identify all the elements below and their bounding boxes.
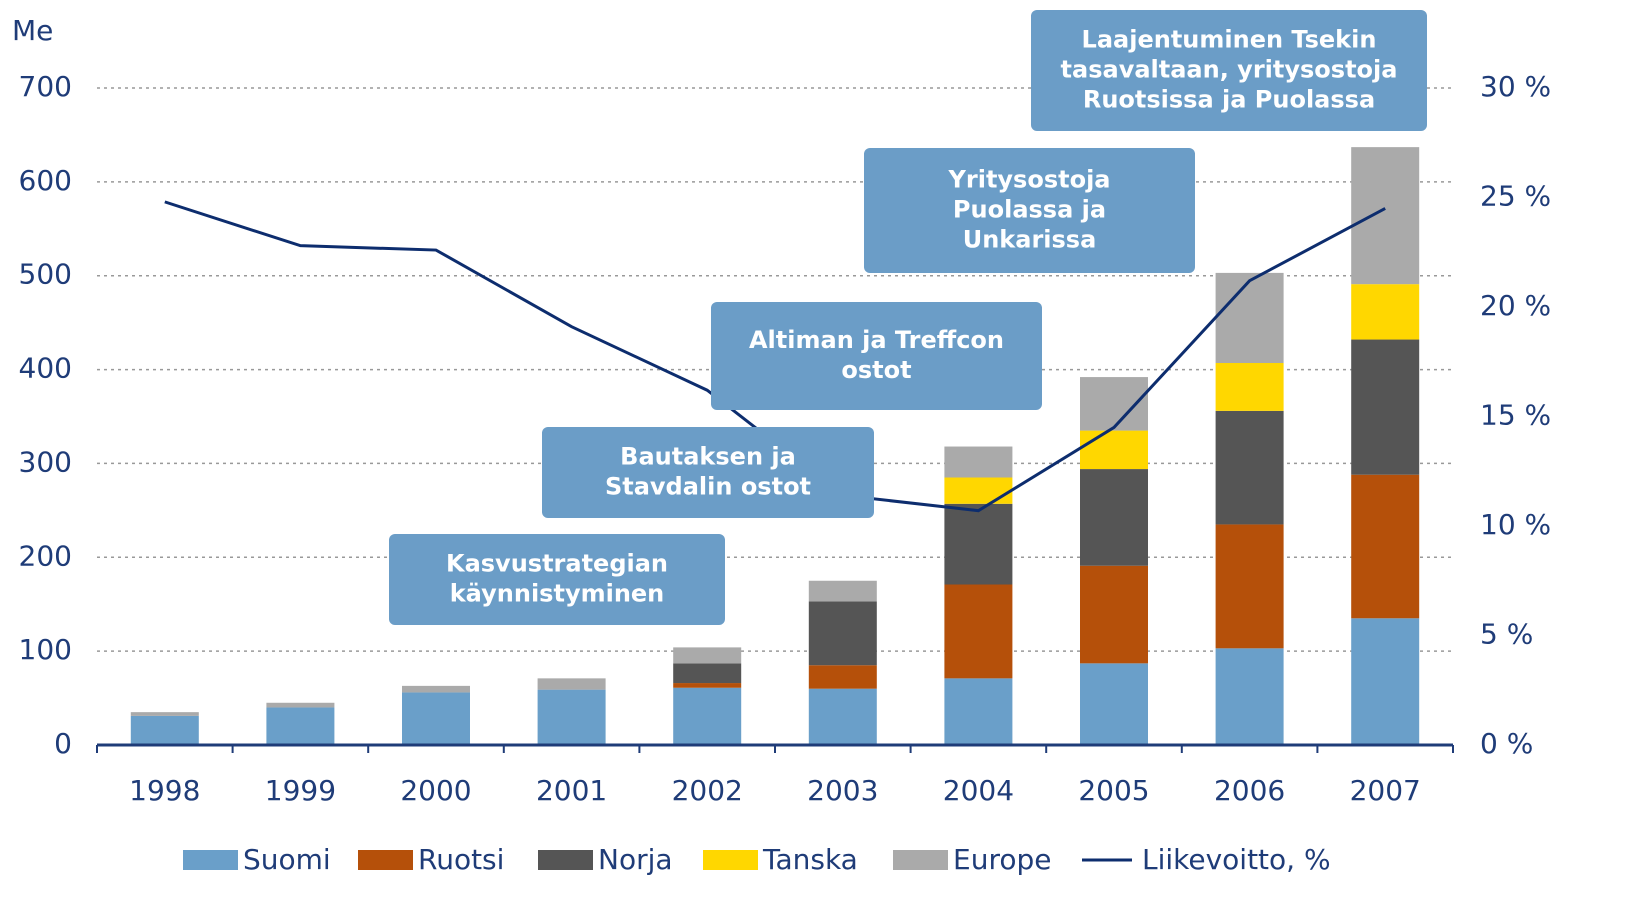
y-tick-label: 500 — [19, 258, 72, 291]
bar-segment — [266, 707, 335, 745]
bar-segment — [673, 683, 742, 688]
x-tick-label: 2002 — [672, 774, 743, 807]
bar-segment — [402, 692, 470, 745]
bar-segment — [1215, 524, 1284, 649]
annotation-text: Kasvustrategian — [446, 550, 668, 578]
bar-segment — [808, 688, 877, 745]
annotation-text: Yritysostoja — [948, 166, 1111, 194]
y2-tick-label: 15 % — [1480, 399, 1551, 432]
bar-segment — [402, 685, 470, 693]
bar-segment — [673, 663, 742, 684]
x-tick-label: 2005 — [1078, 774, 1149, 807]
x-tick-label: 2006 — [1214, 774, 1285, 807]
bar-segment — [673, 647, 742, 664]
bar-segment — [1080, 663, 1148, 745]
y2-tick-label: 0 % — [1480, 727, 1533, 760]
y-tick-label: 200 — [19, 539, 72, 572]
bar-segment — [266, 702, 335, 708]
x-tick-label: 1999 — [265, 774, 336, 807]
annotation-text: tasavaltaan, yritysostoja — [1061, 56, 1398, 84]
bar-segment — [944, 446, 1013, 478]
y-tick-label: 300 — [19, 445, 72, 478]
annotation-text: Puolassa ja — [953, 196, 1106, 224]
y-axis-label: Me — [12, 14, 53, 47]
bar-segment — [673, 687, 742, 745]
bar-segment — [1351, 147, 1420, 285]
bar-segment — [1351, 284, 1420, 340]
bar-segment — [944, 584, 1013, 679]
y2-tick-label: 10 % — [1480, 508, 1551, 541]
legend-swatch — [893, 850, 948, 870]
bar-segment — [1080, 469, 1148, 566]
bar-segment — [537, 678, 606, 690]
annotation-text: käynnistyminen — [450, 580, 665, 608]
y2-tick-label: 20 % — [1480, 289, 1551, 322]
bar-segment — [1351, 339, 1420, 475]
x-tick-label: 2007 — [1350, 774, 1421, 807]
bar-segment — [808, 665, 877, 689]
legend-swatch — [538, 850, 593, 870]
bar-segment — [1080, 565, 1148, 664]
annotation-text: Unkarissa — [963, 226, 1097, 254]
bar-segment — [1351, 474, 1420, 619]
annotation-text: Laajentuminen Tsekin — [1082, 26, 1377, 54]
x-tick-label: 2000 — [400, 774, 471, 807]
y-tick-label: 600 — [19, 164, 72, 197]
legend-label: Norja — [598, 843, 673, 876]
legend-label: Suomi — [243, 843, 331, 876]
x-tick-label: 2001 — [536, 774, 607, 807]
bar-segment — [1080, 430, 1148, 470]
y2-tick-label: 25 % — [1480, 180, 1551, 213]
bar-segment — [1215, 648, 1284, 745]
legend-label: Europe — [953, 843, 1051, 876]
bar-segment — [1351, 618, 1420, 745]
bar-segment — [944, 678, 1013, 745]
bar-segment — [808, 580, 877, 602]
annotation-text: ostot — [841, 356, 911, 384]
bar-segment — [1215, 363, 1284, 411]
annotation-text: Stavdalin ostot — [605, 473, 811, 501]
annotation-box — [711, 302, 1042, 410]
y2-tick-label: 30 % — [1480, 70, 1551, 103]
legend-label: Liikevoitto, % — [1142, 843, 1331, 876]
bar-segment — [808, 601, 877, 666]
legend-swatch — [703, 850, 758, 870]
legend-swatch — [183, 850, 238, 870]
bar-segment — [944, 477, 1013, 504]
x-tick-label: 2004 — [943, 774, 1014, 807]
y2-tick-label: 5 % — [1480, 618, 1533, 651]
y-tick-label: 100 — [19, 633, 72, 666]
annotation-box — [864, 148, 1195, 273]
annotation-text: Ruotsissa ja Puolassa — [1083, 86, 1375, 114]
annotation-text: Altiman ja Treffcon — [749, 326, 1004, 354]
legend-swatch — [358, 850, 413, 870]
y-tick-label: 0 — [54, 727, 72, 760]
y-tick-label: 700 — [19, 70, 72, 103]
legend-label: Tanska — [762, 843, 858, 876]
bar-segment — [1215, 410, 1284, 525]
legend-label: Ruotsi — [418, 843, 504, 876]
bar-segment — [944, 503, 1013, 585]
x-tick-label: 1998 — [129, 774, 200, 807]
annotation-box — [542, 427, 874, 518]
bar-segment — [1215, 272, 1284, 364]
bar-segment — [130, 715, 199, 745]
annotation-box — [1031, 10, 1427, 131]
bar-segment — [130, 712, 199, 716]
x-tick-label: 2003 — [807, 774, 878, 807]
annotation-box — [389, 534, 725, 625]
y-tick-label: 400 — [19, 352, 72, 385]
annotation-text: Bautaksen ja — [620, 443, 796, 471]
bar-segment — [537, 689, 606, 745]
